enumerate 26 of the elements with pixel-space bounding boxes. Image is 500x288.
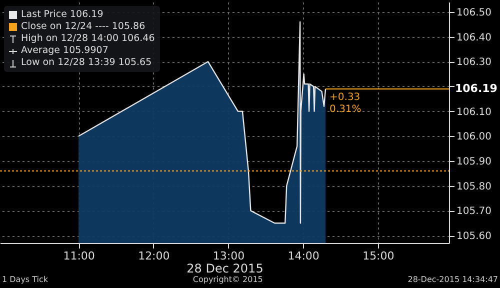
y-tick-label: 106.50 xyxy=(456,7,492,18)
y-tick-label: 106.00 xyxy=(456,132,492,143)
annotation: Low on 12/28 13:39 105.65 xyxy=(21,57,152,69)
y-tick-label: 106.40 xyxy=(456,32,492,44)
annotation: 0.31% xyxy=(330,104,362,115)
y-tick-label: 106.30 xyxy=(456,57,492,68)
y-tick-label: 105.60 xyxy=(456,231,492,242)
x-tick-label: 13:00 xyxy=(212,250,245,262)
y-tick-label: 105.70 xyxy=(456,206,492,218)
text: Copyright© 2015 xyxy=(192,275,263,286)
annotation: +0.33 xyxy=(330,92,360,103)
ref-line-label: 106.19 xyxy=(455,82,498,95)
y-tick-label: 105.80 xyxy=(456,181,492,192)
x-tick-label: 12:00 xyxy=(138,250,170,262)
text: Last Price 106.19 xyxy=(21,9,104,20)
x-axis-title: 28 Dec 2015 xyxy=(186,262,264,276)
x-tick-label: 15:00 xyxy=(362,250,394,262)
annotation: High on 12/28 14:00 106.46 xyxy=(21,33,155,45)
x-tick-label: 11:00 xyxy=(63,250,95,262)
annotation: Average 105.9907 xyxy=(21,45,108,57)
legend-label: Close on 12/24 ---- 105.86 xyxy=(21,21,146,33)
text: 28-Dec-2015 14:34:47 xyxy=(408,275,498,286)
y-tick-label: 105.90 xyxy=(456,156,492,168)
y-tick-label: 106.10 xyxy=(456,106,492,118)
text: 1 Days Tick xyxy=(2,275,48,286)
x-tick-label: 14:00 xyxy=(288,250,320,262)
